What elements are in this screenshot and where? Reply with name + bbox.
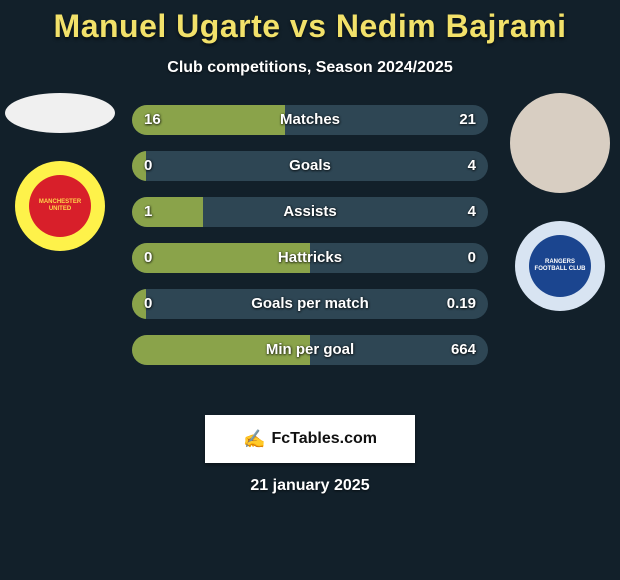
left-club-badge: MANCHESTER UNITED [15,161,105,251]
stat-label: Min per goal [132,335,488,365]
stat-label: Matches [132,105,488,135]
brand-icon: ✍ [243,429,265,450]
stat-label: Goals [132,151,488,181]
stat-label: Goals per match [132,289,488,319]
stat-bar: 664Min per goal [132,335,488,365]
stat-bar: 14Assists [132,197,488,227]
right-club-badge: RANGERS FOOTBALL CLUB [515,221,605,311]
stat-label: Assists [132,197,488,227]
snapshot-date: 21 january 2025 [0,477,620,495]
right-player-avatar [510,93,610,193]
right-club-badge-inner: RANGERS FOOTBALL CLUB [529,235,591,297]
right-player-column: RANGERS FOOTBALL CLUB [500,93,620,311]
page-subtitle: Club competitions, Season 2024/2025 [0,59,620,77]
left-player-avatar [5,93,115,133]
page-title: Manuel Ugarte vs Nedim Bajrami [0,0,620,45]
left-player-column: MANCHESTER UNITED [0,93,120,251]
stat-label: Hattricks [132,243,488,273]
brand-plate: ✍ FcTables.com [205,415,415,463]
stat-bars: 1621Matches 04Goals 14Assists 00Hattricks 00… [132,105,488,365]
left-club-badge-inner: MANCHESTER UNITED [29,175,91,237]
brand-text: FcTables.com [271,430,377,448]
stat-bar: 00Hattricks [132,243,488,273]
stat-bar: 00.19Goals per match [132,289,488,319]
comparison-area: MANCHESTER UNITED RANGERS FOOTBALL CLUB … [0,105,620,405]
stat-bar: 1621Matches [132,105,488,135]
stat-bar: 04Goals [132,151,488,181]
